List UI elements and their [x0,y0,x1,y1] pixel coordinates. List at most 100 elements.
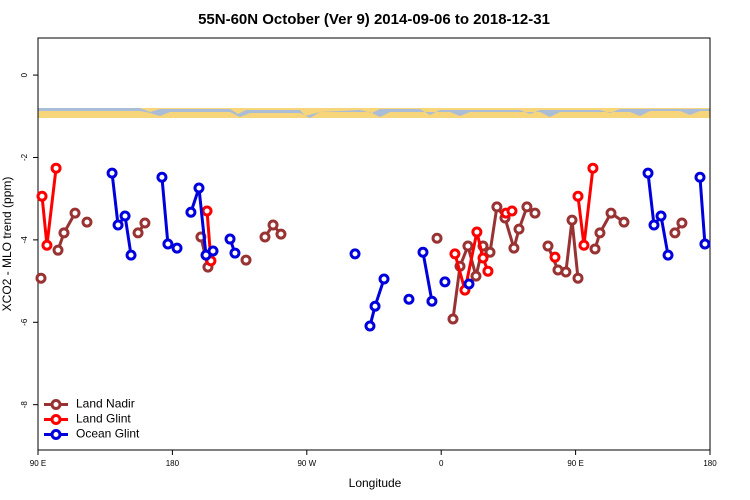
data-point [662,249,674,261]
data-point [618,216,630,228]
data-point [542,240,554,252]
series-line [646,172,670,256]
data-point [125,249,137,261]
data-point [655,210,667,222]
data-point [470,270,482,282]
data-point [449,248,461,260]
y-tick-label: 0 [20,72,29,77]
data-point [417,246,429,258]
data-point [171,242,183,254]
series-line [576,168,595,246]
data-point [378,273,390,285]
data-point [676,217,688,229]
data-point [471,226,483,238]
map-strip [38,108,710,118]
data-point [275,228,287,240]
data-point [477,252,489,264]
data-point [52,244,64,256]
data-point [549,251,561,263]
legend-label: Ocean Glint [76,427,140,441]
data-point [426,295,438,307]
data-point [431,232,443,244]
data-point [403,293,415,305]
data-point [229,247,241,259]
data-point [224,233,236,245]
data-point [106,167,118,179]
data-point [447,313,459,325]
data-point [648,219,660,231]
data-point [193,182,205,194]
data-point [156,171,168,183]
y-tick-label: -2 [20,153,29,161]
data-point [642,167,654,179]
data-point [201,205,213,217]
data-point [369,300,381,312]
legend-marker [50,399,62,410]
x-tick-label: 180 [166,459,180,468]
data-point [69,207,81,219]
data-point [41,239,53,251]
data-point [58,227,70,239]
data-point [560,266,572,278]
data-point [162,238,174,250]
data-point [521,201,533,213]
data-point [207,245,219,257]
x-tick-label: 90 W [297,459,316,468]
data-point [132,227,144,239]
data-point [185,206,197,218]
series-line [110,172,133,256]
data-point [484,246,496,258]
legend-marker [50,414,62,425]
data-point [364,320,376,332]
data-point [259,231,271,243]
data-point [513,223,525,235]
legend-marker [50,429,62,440]
data-point [699,238,711,250]
series-line [421,251,434,302]
data-point [50,162,62,174]
y-tick-label: -6 [20,318,29,326]
legend-label: Land Glint [76,412,131,426]
data-point [572,190,584,202]
data-point [587,162,599,174]
chart-title: 55N-60N October (Ver 9) 2014-09-06 to 20… [198,11,550,28]
x-tick-label: 90 E [567,459,583,468]
y-tick-label: -4 [20,236,29,244]
data-point [578,239,590,251]
data-point [589,243,601,255]
series-line [40,168,58,246]
data-point [81,216,93,228]
y-tick-label: -8 [20,401,29,409]
data-point [240,254,252,266]
x-axis-label: Longitude [349,476,402,490]
x-tick-label: 0 [439,459,444,468]
data-point [491,201,503,213]
data-point [594,227,606,239]
x-tick-label: 180 [703,459,717,468]
y-axis-label: XCO2 - MLO trend (ppm) [0,177,14,312]
data-point [572,272,584,284]
data-point [463,278,475,290]
data-point [349,248,361,260]
data-point [36,190,48,202]
data-point [482,265,494,277]
series-line [451,203,536,320]
data-point [669,227,681,239]
data-point [694,171,706,183]
data-point [566,214,578,226]
data-point [439,276,451,288]
data-point [605,207,617,219]
data-point [35,272,47,284]
x-tick-label: 90 E [30,459,46,468]
series-line [698,177,707,245]
data-point [508,242,520,254]
data-point [119,210,131,222]
plot-frame [37,37,711,451]
data-point [267,219,279,231]
data-point [529,207,541,219]
series-line [593,210,625,250]
series-line [160,177,178,250]
data-point [462,240,474,252]
legend-label: Land Nadir [76,397,135,411]
